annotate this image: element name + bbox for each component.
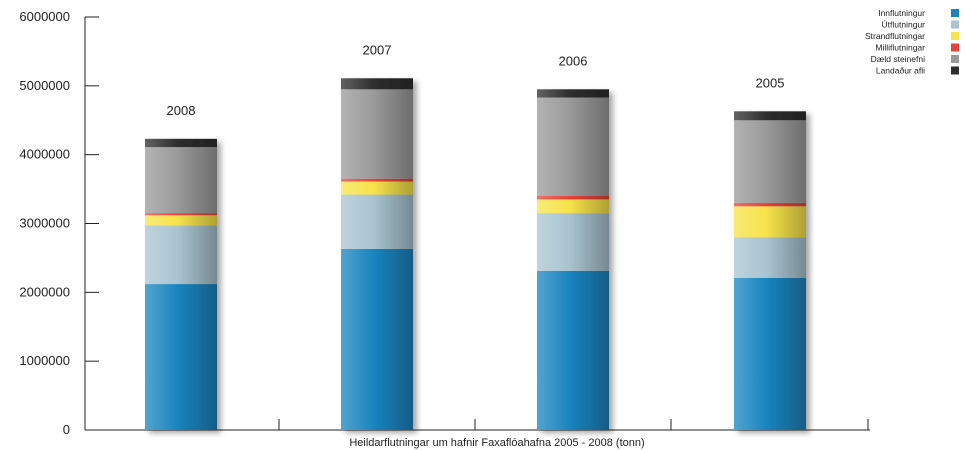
bar-segment (734, 277, 806, 430)
legend-label: Milliflutningar (875, 43, 925, 53)
y-axis: 0 1000000 2000000 3000000 4000000 5000000 6000… (19, 9, 99, 437)
legend-swatch (951, 55, 959, 63)
bar-stack-2008 (145, 138, 217, 430)
legend-swatch (951, 66, 959, 75)
category-label: 2005 (756, 75, 785, 90)
bars: 2008 2007 2006 2005 (145, 42, 806, 430)
bar-segment (145, 213, 217, 216)
bar-segment (734, 202, 806, 207)
bar-segment (537, 199, 609, 214)
y-tick-label: 5000000 (19, 78, 70, 93)
bar-segment (537, 97, 609, 196)
legend-label: Landaður afli (876, 66, 925, 76)
bar-segment (734, 206, 806, 238)
legend-label: Innflutningur (878, 8, 925, 18)
y-tick-label: 1000000 (19, 353, 70, 368)
legend-swatch (951, 43, 959, 52)
category-label: 2006 (559, 53, 588, 68)
bar-stack-2007 (341, 78, 413, 430)
bar-segment (537, 195, 609, 200)
legend-swatch (951, 9, 959, 17)
bar-segment (341, 78, 413, 90)
bar-segment (734, 237, 806, 278)
legend-swatch (951, 32, 959, 40)
y-tick-label: 2000000 (19, 284, 70, 299)
y-tick-label: 4000000 (19, 147, 70, 162)
bar-segment (734, 120, 806, 203)
category-label: 2007 (363, 42, 392, 57)
bar-segment (537, 270, 609, 430)
y-tick-label: 6000000 (19, 9, 70, 24)
x-axis-caption: Heildarflutningar um hafnir Faxaflóahafn… (349, 437, 644, 449)
bar-segment (537, 213, 609, 271)
bar-segment (537, 89, 609, 98)
legend-swatch (951, 20, 959, 29)
y-tick-label: 0 (63, 422, 70, 437)
bar-segment (145, 225, 217, 285)
category-label: 2008 (167, 103, 196, 118)
bar-segment (341, 248, 413, 430)
bar-segment (145, 284, 217, 430)
legend-label: Dæld steinefni (871, 54, 925, 64)
legend-label: Strandflutningar (865, 31, 925, 41)
bar-stack-2005 (734, 111, 806, 430)
bar-segment (341, 194, 413, 249)
legend-label: Útflutningur (882, 20, 926, 30)
bar-stack-2006 (537, 89, 609, 430)
bar-segment (145, 138, 217, 148)
bar-segment (145, 147, 217, 214)
y-tick-label: 3000000 (19, 216, 70, 231)
bar-segment (341, 89, 413, 179)
bar-segment (145, 215, 217, 226)
bar-segment (734, 111, 806, 121)
bar-segment (341, 178, 413, 182)
legend: Innflutningur ÚtflutningurStrandflutninga… (865, 8, 959, 76)
bar-segment (341, 181, 413, 195)
